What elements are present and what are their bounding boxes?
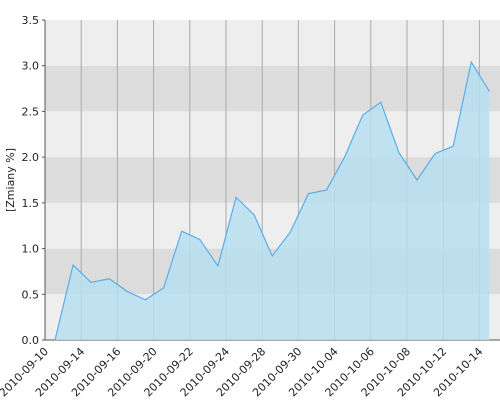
y-tick-label: 1.5 <box>22 197 40 210</box>
y-axis-label: [Zmiany %] <box>4 148 17 212</box>
area <box>55 62 490 341</box>
y-tick-label: 3.0 <box>22 60 40 73</box>
y-tick-label: 3.5 <box>22 14 40 27</box>
grid-band <box>45 65 500 112</box>
y-tick-label: 1.0 <box>22 243 40 256</box>
grid-band <box>45 20 500 66</box>
y-tick-label: 0.0 <box>22 334 40 347</box>
y-tick-label: 2.0 <box>22 151 40 164</box>
y-tick-label: 0.5 <box>22 288 40 301</box>
grid-band <box>45 111 500 158</box>
y-tick-label: 2.5 <box>22 105 40 118</box>
line <box>54 60 490 341</box>
